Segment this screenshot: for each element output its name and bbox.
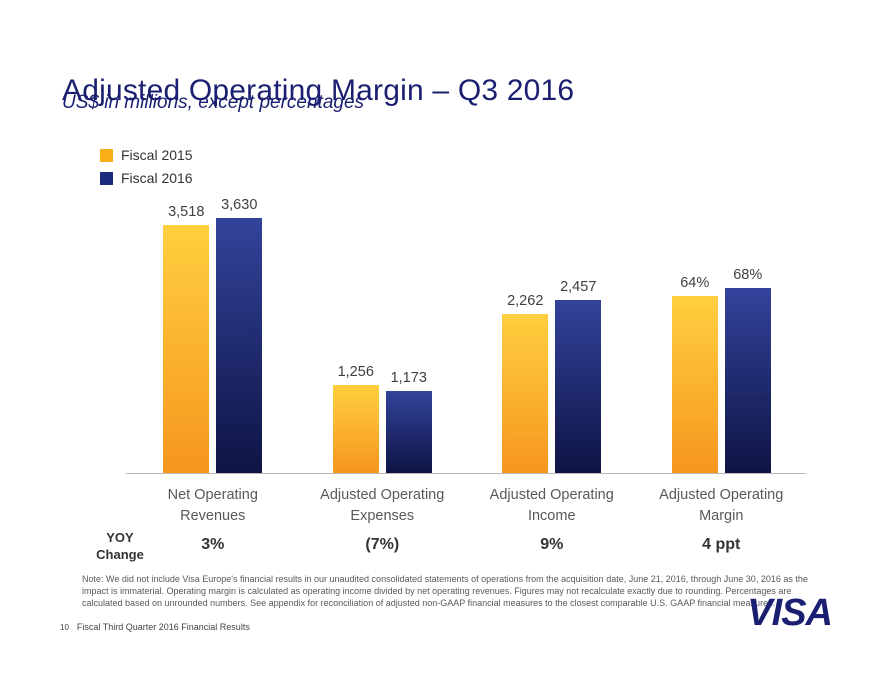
legend-label-fiscal-2015: Fiscal 2015 [121,147,193,163]
bar-group-adjusted-operating-margin: 64% 68% [637,196,807,473]
bar-column: 3,518 [163,196,210,473]
footer: 10 Fiscal Third Quarter 2016 Financial R… [60,622,250,632]
bar-value-label: 64% [680,275,710,291]
bar-fiscal-2016 [724,288,771,473]
category-labels: Net Operating Revenues Adjusted Operatin… [128,485,806,527]
footer-text: Fiscal Third Quarter 2016 Financial Resu… [76,622,250,632]
bar-chart: 3,518 3,630 1,256 1,173 2,262 [128,196,806,473]
bar-value-label: 3,630 [221,197,258,213]
bar-value-label: 1,173 [390,370,427,386]
bar-value-label: 1,256 [337,364,374,380]
category-label: Adjusted Operating Income [489,487,614,525]
bar-column: 64% [671,196,718,473]
page-subtitle: US$ in millions, except percentages [62,92,365,113]
yoy-change-value: 3% [201,536,225,553]
bar-fiscal-2015 [502,314,549,473]
bar-column: 1,173 [385,196,432,473]
page-number: 10 [60,623,69,632]
bar-fiscal-2015 [332,385,379,473]
x-axis-line [126,473,806,474]
legend-item-fiscal-2015: Fiscal 2015 [100,147,193,163]
page-title: Adjusted Operating Margin – Q3 2016 [62,74,575,108]
bar-value-label: 2,262 [507,293,544,309]
legend-item-fiscal-2016: Fiscal 2016 [100,170,193,186]
bar-group-net-operating-revenues: 3,518 3,630 [128,196,298,473]
yoy-change-label: YOY Change [96,530,144,562]
bar-column: 2,262 [502,196,549,473]
visa-logo: VISA [747,592,833,634]
yoy-change-value: (7%) [365,536,400,553]
bar-column: 3,630 [216,196,263,473]
bar-column: 68% [724,196,771,473]
bar-fiscal-2016 [555,300,602,473]
bar-value-label: 68% [733,267,763,283]
category-label: Adjusted Operating Margin [659,487,784,525]
yoy-change-row: 3% (7%) 9% 4 ppt [128,536,806,554]
bar-value-label: 2,457 [560,279,597,295]
yoy-change-value: 4 ppt [702,536,741,553]
bar-column: 2,457 [555,196,602,473]
footnote: Note: We did not include Visa Europe's f… [82,574,808,608]
bar-column: 1,256 [332,196,379,473]
legend-label-fiscal-2016: Fiscal 2016 [121,170,193,186]
legend: Fiscal 2015 Fiscal 2016 [100,147,193,193]
legend-swatch-fiscal-2016 [100,171,113,185]
category-label: Adjusted Operating Expenses [320,487,445,525]
legend-swatch-fiscal-2015 [100,148,113,162]
bar-group-adjusted-operating-income: 2,262 2,457 [467,196,637,473]
bar-fiscal-2016 [216,218,263,473]
bar-fiscal-2015 [671,296,718,473]
bar-fiscal-2015 [163,225,210,473]
bar-value-label: 3,518 [168,204,205,220]
yoy-change-value: 9% [540,536,564,553]
category-label: Net Operating Revenues [167,487,258,525]
bar-fiscal-2016 [385,391,432,473]
bar-group-adjusted-operating-expenses: 1,256 1,173 [298,196,468,473]
